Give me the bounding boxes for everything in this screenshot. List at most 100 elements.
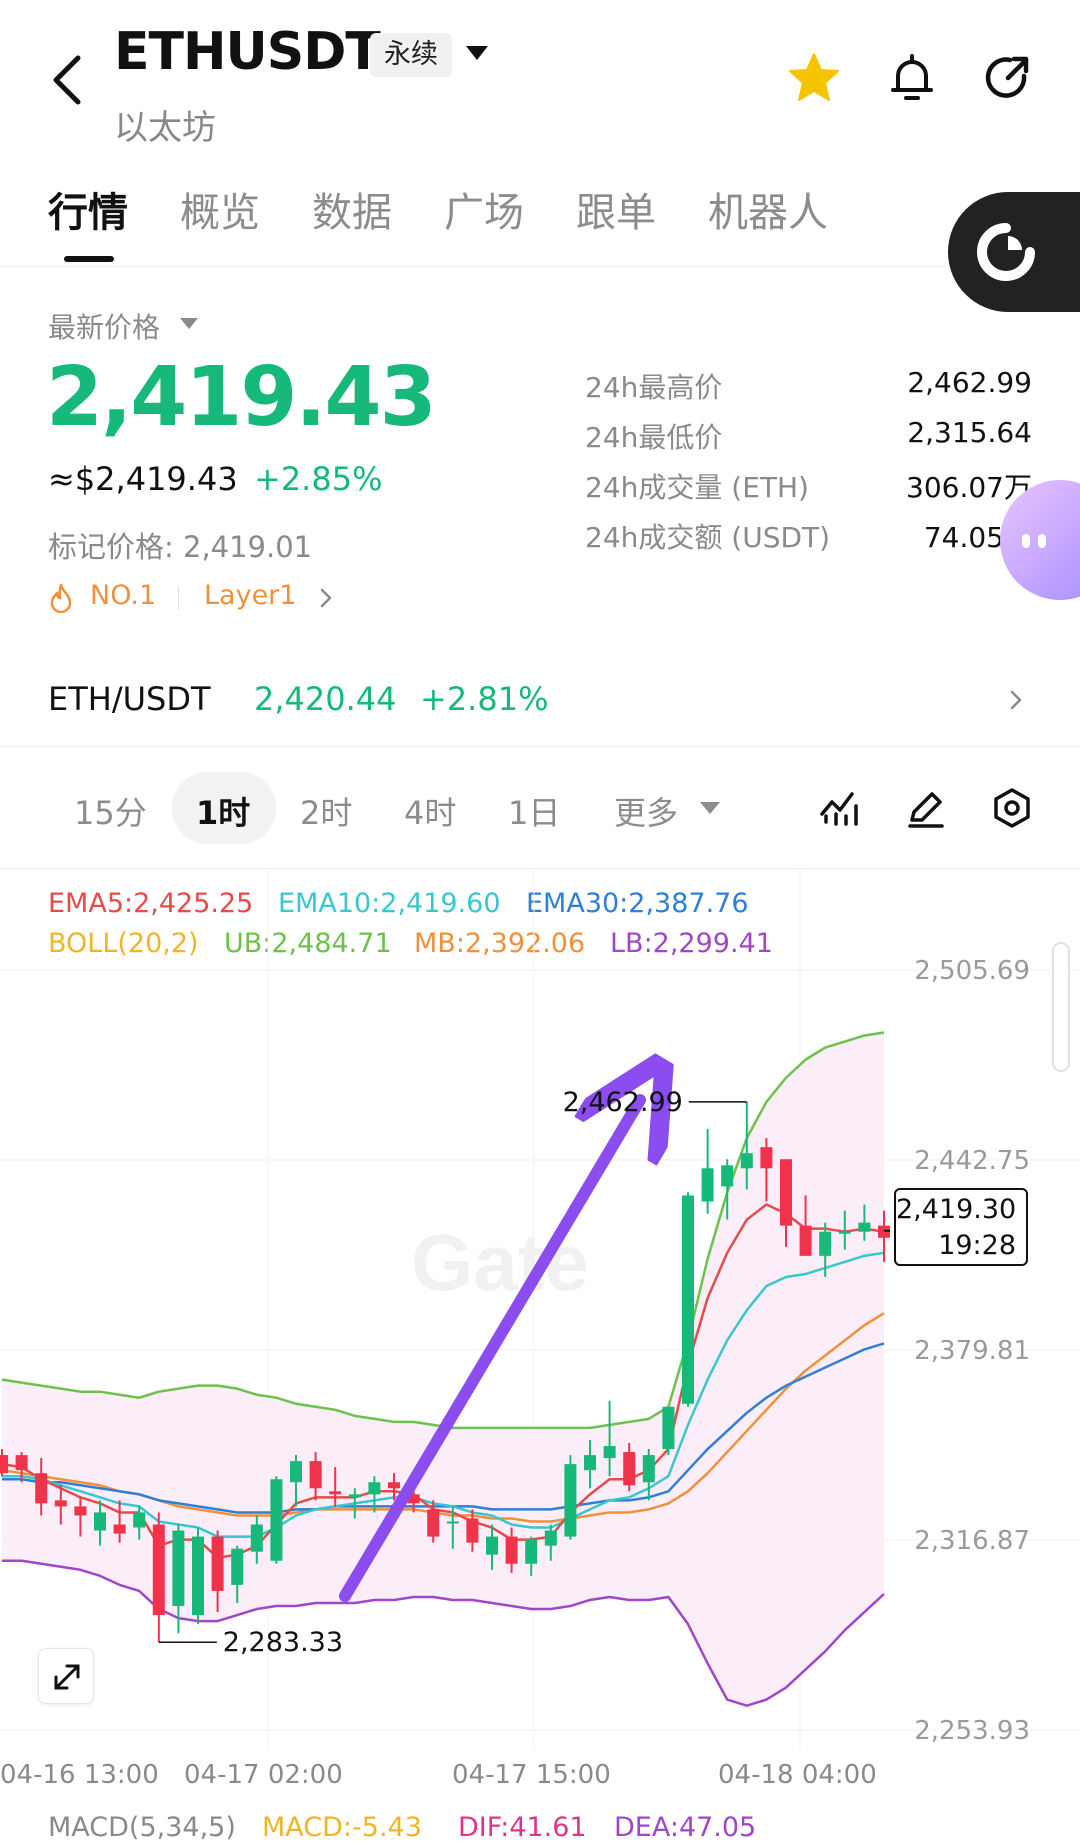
active-timeframe-pill	[172, 772, 276, 844]
chevron-right-icon[interactable]	[1006, 686, 1026, 714]
boll-ub-label: UB:2,484.71	[224, 928, 392, 959]
chevron-down-icon[interactable]	[180, 318, 198, 329]
back-arrow-icon[interactable]	[48, 52, 88, 108]
candle-body	[446, 1521, 459, 1524]
low-price-label: 2,283.33	[223, 1627, 343, 1658]
candle-body	[192, 1536, 204, 1616]
timeframe-more[interactable]: 更多	[614, 794, 679, 832]
settings-icon[interactable]	[990, 786, 1034, 830]
share-icon[interactable]	[980, 50, 1036, 106]
star-icon[interactable]	[786, 50, 842, 106]
price-change-percent: +2.85%	[254, 460, 383, 498]
timeframe-1d[interactable]: 1日	[508, 794, 561, 832]
candle-body	[662, 1406, 675, 1450]
candle-body	[407, 1494, 420, 1504]
divider	[0, 868, 1080, 869]
sector-badge[interactable]: Layer1	[204, 580, 297, 611]
candle	[133, 1506, 146, 1540]
x-tick-label: 04-17 15:00	[452, 1760, 611, 1790]
last-price-tag: 2,419.30 19:28	[894, 1188, 1028, 1266]
mark-price: 标记价格: 2,419.01	[48, 530, 313, 564]
stat-label-low: 24h最低价	[585, 421, 723, 454]
tab-overview[interactable]: 概览	[180, 190, 260, 236]
assistant-eye-icon	[1022, 534, 1030, 548]
candle	[250, 1515, 263, 1564]
bell-icon[interactable]	[884, 50, 940, 106]
candle	[544, 1524, 557, 1561]
stat-value-volume: 306.07万	[906, 471, 1032, 504]
rank-badge[interactable]: NO.1	[90, 580, 157, 611]
candle-body	[94, 1512, 106, 1531]
candle	[388, 1473, 400, 1501]
timeframe-2h[interactable]: 2时	[300, 794, 353, 832]
macd-dea: DEA:47.05	[614, 1812, 757, 1843]
candle-body	[113, 1524, 126, 1534]
candle	[799, 1195, 812, 1256]
candle	[15, 1452, 28, 1483]
candle-body	[838, 1231, 851, 1234]
candle-body	[819, 1231, 832, 1256]
candle	[113, 1500, 126, 1543]
candle-body	[309, 1461, 322, 1489]
candle	[662, 1406, 675, 1456]
candle-body	[74, 1506, 87, 1516]
indicator-icon[interactable]	[818, 786, 862, 830]
tab-data[interactable]: 数据	[312, 190, 392, 236]
stat-value-high: 2,462.99	[907, 366, 1032, 399]
candle-body	[329, 1491, 342, 1495]
candle-body	[858, 1222, 871, 1232]
tab-copy-trading[interactable]: 跟单	[576, 190, 656, 236]
x-tick-label: 04-16 13:00	[0, 1760, 159, 1790]
last-price-tag-value: 2,419.30	[896, 1194, 1017, 1225]
candle	[368, 1476, 381, 1513]
ema30-line	[2, 1342, 885, 1514]
timeframe-15m[interactable]: 15分	[74, 794, 147, 832]
candle	[819, 1222, 832, 1277]
candle-body	[152, 1524, 165, 1616]
spot-pair-label[interactable]: ETH/USDT	[48, 680, 211, 718]
chevron-right-icon[interactable]	[316, 586, 336, 610]
candle-body	[466, 1518, 479, 1543]
candlestick-chart[interactable]: Gate 2,462.992,283.33 2,505.692,442.752,…	[0, 870, 1080, 1770]
last-price: 2,419.43	[46, 350, 437, 445]
macd-dif: DIF:41.61	[458, 1812, 587, 1843]
candle-body	[348, 1494, 361, 1498]
candle	[35, 1458, 48, 1516]
candle	[642, 1449, 655, 1501]
candle-body	[486, 1536, 498, 1555]
candle	[486, 1524, 498, 1570]
assistant-eye-icon	[1038, 534, 1046, 548]
candle	[192, 1527, 204, 1625]
candle	[505, 1527, 518, 1573]
candle	[348, 1488, 361, 1519]
draw-icon[interactable]	[904, 786, 948, 830]
boll-lb-label: LB:2,299.41	[610, 928, 773, 959]
floating-widget-button[interactable]	[948, 192, 1080, 312]
candle-body	[0, 1455, 8, 1474]
candle-body	[525, 1539, 538, 1564]
expand-icon	[54, 1664, 80, 1690]
contract-type-badge[interactable]: 永续	[370, 33, 452, 77]
chevron-down-icon[interactable]	[700, 802, 720, 814]
boll-lb-line	[2, 1559, 885, 1707]
candle-body	[211, 1536, 224, 1591]
tab-bot[interactable]: 机器人	[708, 190, 828, 236]
countdown: 19:28	[938, 1230, 1016, 1261]
candle-body	[564, 1464, 577, 1537]
spot-pair-price: 2,420.44	[254, 680, 397, 718]
timeframe-4h[interactable]: 4时	[404, 794, 457, 832]
candle-body	[133, 1512, 146, 1528]
candle	[701, 1129, 714, 1214]
candle-body	[368, 1482, 381, 1495]
tab-market[interactable]: 行情	[48, 190, 128, 236]
last-price-label[interactable]: 最新价格	[48, 311, 161, 344]
tab-square[interactable]: 广场	[444, 190, 524, 236]
candle	[290, 1455, 302, 1507]
macd-value: MACD:-5.43	[262, 1812, 422, 1843]
timeframe-1h[interactable]: 1时	[196, 794, 251, 832]
symbol-dropdown-icon[interactable]	[466, 46, 488, 60]
chart-scroll-handle[interactable]	[1052, 942, 1070, 1072]
y-tick-label: 2,316.87	[914, 1526, 1030, 1556]
expand-chart-button[interactable]	[38, 1648, 94, 1704]
candle-body	[270, 1479, 283, 1561]
